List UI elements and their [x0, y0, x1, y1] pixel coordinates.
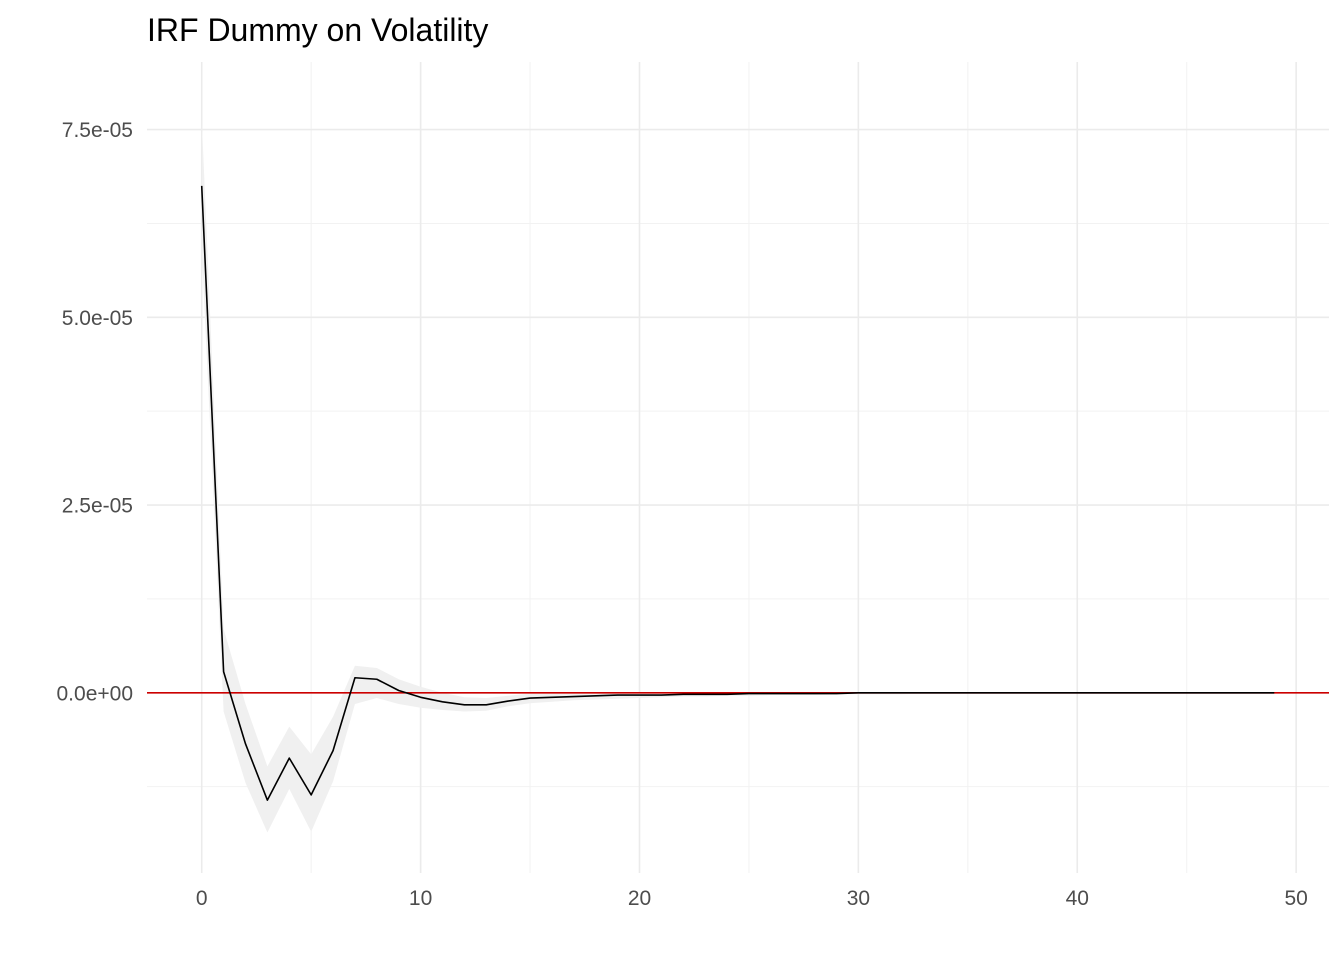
x-tick-label: 10 [409, 887, 432, 910]
irf-line-layer [200, 185, 1275, 801]
x-tick-label: 20 [628, 887, 651, 910]
x-tick-label: 50 [1284, 887, 1307, 910]
y-tick-label: 2.5e-05 [62, 495, 133, 518]
confidence-band-layer [201, 118, 1275, 833]
y-tick-label: 7.5e-05 [62, 119, 133, 142]
confidence-band [201, 118, 1275, 833]
y-tick-label: 0.0e+00 [57, 682, 134, 705]
chart-title: IRF Dummy on Volatility [147, 12, 488, 48]
x-tick-label: 30 [847, 887, 870, 910]
y-axis-tick-labels: 0.0e+00 2.5e-05 5.0e-05 7.5e-05 [57, 119, 134, 705]
y-tick-label: 5.0e-05 [62, 307, 133, 330]
major-gridlines [147, 62, 1329, 873]
irf-line [200, 185, 1275, 801]
x-axis-tick-labels: 0 10 20 30 40 50 [196, 887, 1308, 910]
minor-gridlines [147, 62, 1329, 873]
x-tick-label: 0 [196, 887, 208, 910]
x-tick-label: 40 [1066, 887, 1089, 910]
